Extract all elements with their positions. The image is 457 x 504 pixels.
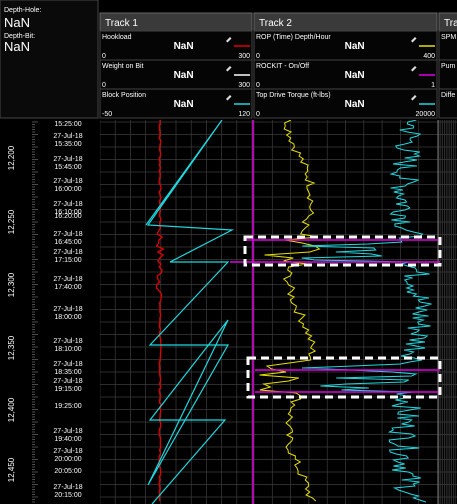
track-title: Track 2 bbox=[259, 18, 292, 29]
date-label: 27-Jul-18 bbox=[53, 178, 82, 185]
date-label: 27-Jul-18 bbox=[53, 249, 82, 256]
channel-min: -50 bbox=[102, 111, 112, 118]
time-label: 19:25:00 bbox=[54, 403, 81, 410]
time-label: 20:05:00 bbox=[54, 468, 81, 475]
channel-value: NaN bbox=[174, 99, 194, 110]
date-label: 27-Jul-18 bbox=[53, 201, 82, 208]
curve bbox=[145, 120, 235, 504]
date-label: 27-Jul-18 bbox=[53, 306, 82, 313]
channel-value: NaN bbox=[345, 99, 365, 110]
time-label: 15:25:00 bbox=[54, 121, 81, 128]
depth-hole-label: Depth-Hole: bbox=[4, 7, 41, 14]
time-label: 16:45:00 bbox=[54, 239, 81, 246]
channel-value: NaN bbox=[345, 70, 365, 81]
track-title: Track 1 bbox=[105, 18, 138, 29]
time-label: 17:15:00 bbox=[54, 257, 81, 264]
channel-min: 0 bbox=[102, 53, 106, 60]
track-title: Tra bbox=[444, 18, 457, 29]
channel-max: 120 bbox=[238, 111, 250, 118]
depth-hole-value: NaN bbox=[4, 15, 30, 30]
channel-max: 300 bbox=[238, 53, 250, 60]
time-label: 15:45:00 bbox=[54, 164, 81, 171]
channel-cell bbox=[253, 59, 438, 90]
depth-label: 12,450 bbox=[7, 457, 16, 482]
date-label: 27-Jul-18 bbox=[53, 378, 82, 385]
channel-name: Hookload bbox=[102, 34, 132, 41]
channel-name: Weight on Bit bbox=[102, 63, 144, 70]
time-label: 16:20:00 bbox=[54, 213, 81, 220]
channel-name: ROCKIT - On/Off bbox=[256, 63, 309, 70]
time-label: 16:10:00 bbox=[54, 209, 81, 216]
channel-name: ROP (Time) Depth/Hour bbox=[256, 34, 331, 41]
channel-max: 20000 bbox=[416, 111, 436, 118]
highlight-box bbox=[243, 235, 442, 267]
channel-min: 0 bbox=[256, 82, 260, 89]
time-label: 16:00:00 bbox=[54, 186, 81, 193]
date-label: 27-Jul-18 bbox=[53, 448, 82, 455]
channel-min: 0 bbox=[256, 53, 260, 60]
edit-icon bbox=[226, 95, 232, 101]
channel-name: Pum bbox=[441, 63, 456, 70]
channel-cell bbox=[253, 88, 438, 119]
time-label: 20:15:00 bbox=[54, 492, 81, 499]
date-label: 27-Jul-18 bbox=[53, 156, 82, 163]
date-label: 27-Jul-18 bbox=[53, 338, 82, 345]
date-label: 27-Jul-18 bbox=[53, 428, 82, 435]
date-label: 27-Jul-18 bbox=[53, 361, 82, 368]
channel-min: 0 bbox=[256, 111, 260, 118]
time-label: 15:35:00 bbox=[54, 141, 81, 148]
curves bbox=[145, 120, 440, 504]
date-label: 27-Jul-18 bbox=[53, 276, 82, 283]
channel-name: SPM bbox=[441, 34, 456, 41]
curve bbox=[155, 120, 165, 502]
edit-icon bbox=[226, 37, 232, 43]
time-axis bbox=[0, 120, 98, 504]
depth-label: 12,400 bbox=[7, 397, 16, 422]
channel-name: Block Position bbox=[102, 92, 146, 99]
depth-panel bbox=[0, 0, 99, 119]
edit-icon bbox=[226, 66, 232, 72]
channel-cell bbox=[253, 30, 438, 61]
time-label: 19:15:00 bbox=[54, 386, 81, 393]
time-label: 20:00:00 bbox=[54, 456, 81, 463]
channel-value: NaN bbox=[345, 41, 365, 52]
edit-icon bbox=[411, 37, 417, 43]
channel-value: NaN bbox=[174, 41, 194, 52]
channel-value: NaN bbox=[174, 70, 194, 81]
channel-cell bbox=[438, 88, 457, 119]
edit-icon bbox=[411, 95, 417, 101]
channel-cell bbox=[99, 88, 253, 119]
depth-label: 12,250 bbox=[7, 209, 16, 234]
depth-label: 12,350 bbox=[7, 335, 16, 360]
channel-name: Diffe bbox=[441, 92, 455, 99]
curve bbox=[259, 120, 321, 502]
time-label: 17:40:00 bbox=[54, 284, 81, 291]
channel-max: 300 bbox=[238, 82, 250, 89]
channel-min: 0 bbox=[102, 82, 106, 89]
channel-cell bbox=[99, 30, 253, 61]
depth-label: 12,300 bbox=[7, 272, 16, 297]
depth-bit-label: Depth-Bit: bbox=[4, 33, 35, 40]
time-label: 19:40:00 bbox=[54, 436, 81, 443]
date-label: 27-Jul-18 bbox=[53, 484, 82, 491]
curve bbox=[301, 120, 432, 503]
time-label: 18:10:00 bbox=[54, 346, 81, 353]
date-label: 27-Jul-18 bbox=[53, 231, 82, 238]
channel-name: Top Drive Torque (ft-lbs) bbox=[256, 92, 331, 99]
date-label: 27-Jul-18 bbox=[53, 133, 82, 140]
time-label: 18:00:00 bbox=[54, 314, 81, 321]
channel-max: 400 bbox=[423, 53, 435, 60]
depth-bit-value: NaN bbox=[4, 39, 30, 54]
time-label: 18:35:00 bbox=[54, 369, 81, 376]
depth-label: 12,200 bbox=[7, 145, 16, 170]
edit-icon bbox=[411, 66, 417, 72]
highlight-box bbox=[246, 356, 442, 399]
channel-max: 1 bbox=[431, 82, 435, 89]
channel-cell bbox=[99, 59, 253, 90]
